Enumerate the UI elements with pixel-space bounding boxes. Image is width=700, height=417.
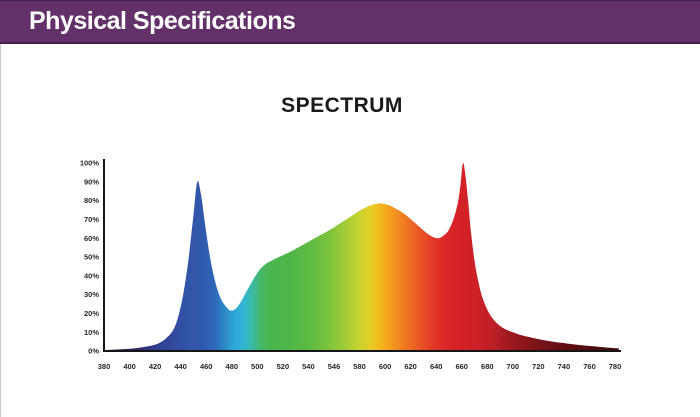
y-tick-label: 100% xyxy=(80,159,100,168)
page-edge-line xyxy=(0,44,1,417)
y-tick-label: 20% xyxy=(84,309,99,318)
y-tick-label: 70% xyxy=(84,215,99,224)
x-tick-label: 546 xyxy=(328,362,341,371)
x-tick-label: 740 xyxy=(558,362,571,371)
x-tick-label: 460 xyxy=(200,362,213,371)
y-tick-label: 0% xyxy=(88,347,99,356)
x-tick-label: 540 xyxy=(302,362,315,371)
x-tick-label: 400 xyxy=(123,362,136,371)
x-tick-label: 440 xyxy=(174,362,187,371)
y-tick-label: 40% xyxy=(84,271,99,280)
x-tick-label: 680 xyxy=(481,362,494,371)
x-tick-label: 520 xyxy=(277,362,290,371)
x-tick-label: 580 xyxy=(353,362,366,371)
x-tick-label: 760 xyxy=(583,362,596,371)
y-tick-label: 50% xyxy=(84,253,99,262)
y-tick-label: 90% xyxy=(84,177,99,186)
x-tick-label: 480 xyxy=(226,362,239,371)
chart-title: SPECTRUM xyxy=(281,94,403,117)
spectrum-svg: 0% 10% 20% 30% 40% 50% 60% 70% 80% 90% 100% 380 400… xyxy=(80,159,622,371)
x-tick-label: 380 xyxy=(98,362,111,371)
spectrum-chart: 0% 10% 20% 30% 40% 50% 60% 70% 80% 90% 100% 380 400… xyxy=(0,130,700,400)
page-title: Physical Specifications xyxy=(29,7,296,35)
x-tick-label: 620 xyxy=(404,362,417,371)
x-axis-labels: 380 400 420 440 460 480 500 520 540 546 580 600 620 6… xyxy=(98,362,622,371)
axes xyxy=(103,159,621,352)
x-tick-label: 600 xyxy=(379,362,392,371)
y-tick-label: 80% xyxy=(84,196,99,205)
y-axis-labels: 0% 10% 20% 30% 40% 50% 60% 70% 80% 90% 100% xyxy=(80,159,100,356)
y-tick-label: 10% xyxy=(84,328,99,337)
x-tick-label: 500 xyxy=(251,362,264,371)
x-tick-label: 660 xyxy=(455,362,468,371)
header-bar: Physical Specifications xyxy=(0,0,700,44)
x-tick-label: 780 xyxy=(609,362,622,371)
x-tick-label: 420 xyxy=(149,362,162,371)
x-tick-label: 640 xyxy=(430,362,443,371)
x-tick-label: 720 xyxy=(532,362,545,371)
y-tick-label: 60% xyxy=(84,234,99,243)
spectrum-area xyxy=(104,162,619,351)
y-tick-label: 30% xyxy=(84,290,99,299)
x-tick-label: 700 xyxy=(507,362,520,371)
